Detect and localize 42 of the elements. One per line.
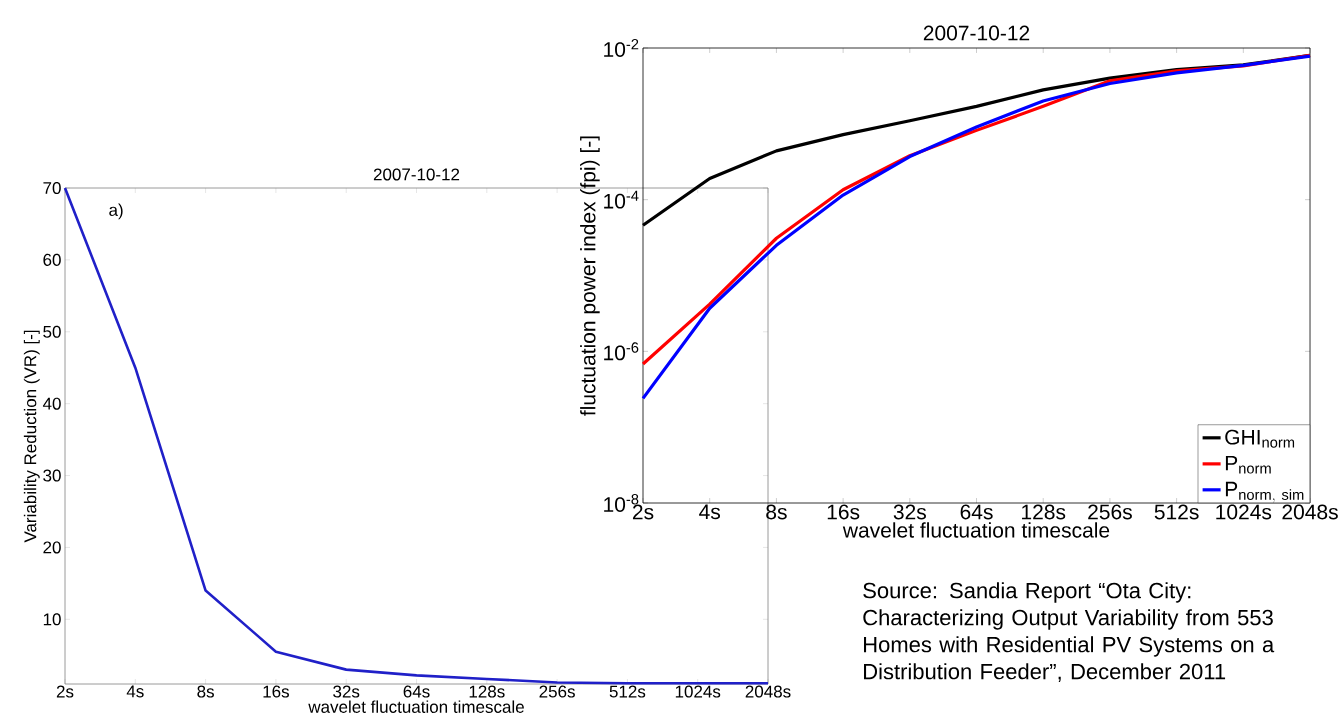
y-tick-label: 70 bbox=[43, 181, 61, 195]
y-tick-label: 10$^{-2}$ bbox=[604, 39, 639, 57]
x-tick-label: 2048s bbox=[745, 685, 791, 698]
x-tick-label: 8s bbox=[197, 685, 214, 698]
x-axis-title: wavelet fluctuation timescale bbox=[842, 522, 1110, 538]
y-tick-label: 20 bbox=[43, 541, 61, 554]
chart-title: 2007-10-12 bbox=[923, 25, 1030, 41]
x-tick-label: 2048s bbox=[1282, 504, 1338, 520]
x-axis-title: wavelet fluctuation timescale bbox=[308, 700, 524, 713]
legend-label: $\mathrm{P}_{\mathrm{norm}}$ bbox=[1225, 455, 1271, 474]
x-tick-label: 16s bbox=[827, 504, 860, 520]
y-tick-label: 10$^{-4}$ bbox=[604, 190, 639, 209]
y-tick-label: 30 bbox=[43, 469, 61, 482]
x-tick-label: 32s bbox=[333, 685, 360, 698]
y-tick-label: 60 bbox=[43, 253, 61, 266]
y-tick-label: 40 bbox=[42, 397, 61, 410]
legend-label: $\mathrm{P}_{\mathrm{norm,\ sim}}$ bbox=[1225, 481, 1304, 503]
y-tick-label: 10 bbox=[43, 613, 61, 626]
annotation: a) bbox=[109, 203, 123, 220]
legend-label: $\mathrm{GHI}_{\mathrm{norm}}$ bbox=[1225, 429, 1295, 448]
x-tick-label: 4s bbox=[126, 685, 144, 698]
x-tick-label: 8s bbox=[766, 504, 787, 520]
x-tick-label: 32s bbox=[893, 504, 926, 520]
x-tick-label: 512s bbox=[609, 685, 646, 698]
x-tick-label: 1024s bbox=[675, 685, 721, 698]
y-axis-title: fluctuation power index (fpi) [-] bbox=[580, 136, 600, 416]
source-note: Source: Sandia Report “Ota City: Characterizing Output Variability from 553 Homes with Residential PV Systems on a Distribution Feeder”, December 2011 bbox=[863, 582, 1275, 682]
x-tick-label: 256s bbox=[1088, 504, 1132, 520]
x-tick-label: 128s bbox=[1022, 504, 1066, 520]
y-axis-title: Variability Reduction (VR) [-] bbox=[23, 330, 40, 543]
x-tick-label: 4s bbox=[699, 504, 721, 520]
chart-title: 2007-10-12 bbox=[373, 168, 460, 181]
x-tick-label: 64s bbox=[960, 504, 993, 520]
x-tick-label: 64s bbox=[403, 685, 430, 698]
y-tick-label: 10$^{-6}$ bbox=[604, 342, 639, 361]
x-tick-label: 512s bbox=[1154, 504, 1199, 520]
x-tick-label: 1024s bbox=[1216, 504, 1272, 520]
x-tick-label: 16s bbox=[263, 685, 289, 698]
y-tick-label: 50 bbox=[43, 325, 61, 338]
x-tick-label: 2s bbox=[56, 685, 74, 698]
x-tick-label: 128s bbox=[469, 685, 505, 698]
x-tick-label: 256s bbox=[539, 685, 575, 698]
